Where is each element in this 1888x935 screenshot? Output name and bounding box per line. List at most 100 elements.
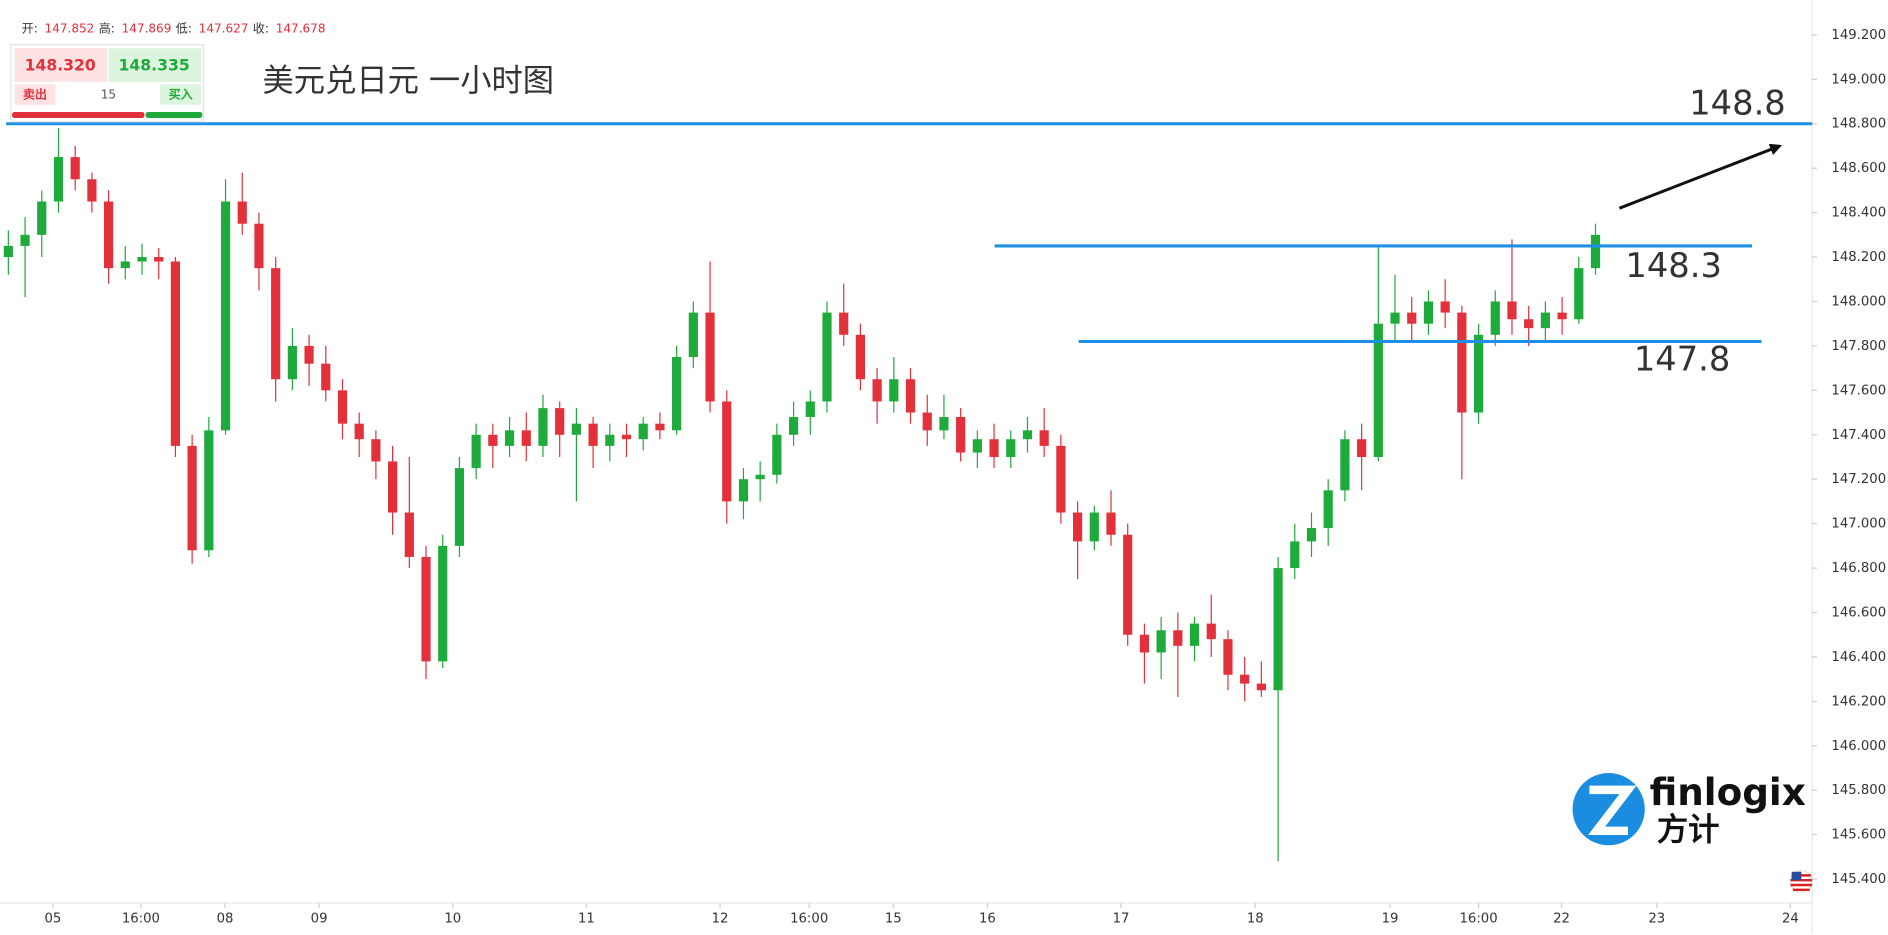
logo-brand-cn: 方计 <box>1657 811 1720 848</box>
candle-body <box>972 439 982 453</box>
x-tick-label: 12 <box>712 912 729 927</box>
candle-body <box>922 412 932 431</box>
x-tick-label: 18 <box>1247 912 1264 927</box>
sell-button[interactable] <box>14 84 56 105</box>
y-tick-label: 148.600 <box>1831 161 1886 176</box>
candle-body <box>1073 512 1083 542</box>
candle-body <box>1357 439 1367 457</box>
buy-box[interactable] <box>108 48 202 82</box>
candle-body <box>137 257 147 262</box>
y-tick-label: 147.400 <box>1831 428 1886 443</box>
y-tick-label: 148.000 <box>1831 294 1886 309</box>
candle-body <box>855 334 866 380</box>
candle-body <box>722 401 732 502</box>
trend-arrow <box>1618 143 1783 210</box>
sell-box[interactable] <box>14 48 108 82</box>
candle-body <box>1139 634 1150 653</box>
candle-body <box>638 423 648 440</box>
candle-body <box>187 445 197 551</box>
lot-size[interactable]: 15 <box>101 88 116 102</box>
close-label: 收: <box>253 21 269 35</box>
low-value: 147.627 <box>199 21 249 35</box>
buy-button[interactable] <box>160 84 202 105</box>
x-tick-label: 16 <box>979 912 996 927</box>
logo: finlogix 方计 <box>1572 770 1806 848</box>
candle-body <box>1323 490 1333 529</box>
candle-body <box>889 379 899 402</box>
y-tick-label: 147.800 <box>1831 339 1886 354</box>
y-tick-label: 147.600 <box>1831 383 1886 398</box>
candle-body <box>1290 541 1300 569</box>
candle-body <box>1156 630 1166 653</box>
candle-body <box>621 434 632 440</box>
candle-body <box>304 345 314 364</box>
x-tick-label: 16:00 <box>122 912 160 927</box>
candle-body <box>805 401 815 418</box>
candle-body <box>655 423 665 431</box>
y-tick-label: 149.200 <box>1831 28 1886 43</box>
candle-body <box>87 179 97 202</box>
y-tick-label: 145.600 <box>1831 828 1886 843</box>
x-tick-label: 11 <box>578 912 595 927</box>
candle-body <box>1440 301 1450 313</box>
candle-body <box>688 312 698 358</box>
x-tick-label: 09 <box>311 912 328 927</box>
candle-body <box>1557 312 1567 320</box>
candle-body <box>989 439 999 457</box>
candle-body <box>521 430 531 446</box>
candle-body <box>388 461 398 513</box>
candle-body <box>104 201 114 269</box>
candle-body <box>772 434 782 475</box>
candle-body <box>1256 683 1266 691</box>
candle-body <box>839 312 849 335</box>
candle-body <box>1006 439 1016 457</box>
candle-body <box>571 423 581 435</box>
low-label: 低: <box>176 21 192 35</box>
candle-body <box>354 423 364 440</box>
candle-body <box>1390 312 1400 324</box>
candle-body <box>53 157 64 202</box>
candle-body <box>3 245 13 258</box>
x-tick-label: 15 <box>885 912 902 927</box>
candle-body <box>504 430 515 446</box>
buy-price: 148.335 <box>118 56 189 75</box>
high-value: 147.869 <box>122 21 172 35</box>
candle-body <box>170 261 181 446</box>
y-tick-label: 147.200 <box>1831 472 1886 487</box>
candle-body <box>755 474 765 480</box>
candle-body <box>1407 312 1417 324</box>
candle-body <box>1490 301 1500 335</box>
level-label: 147.8 <box>1634 340 1731 379</box>
candle-body <box>1507 301 1517 320</box>
plot: 149.200 149.000 148.800 148.600 148.400 148.2… <box>3 28 1886 927</box>
candle-body <box>1373 323 1383 457</box>
sell-text[interactable]: 卖出 <box>23 87 47 102</box>
y-tick-label: 148.200 <box>1831 250 1886 265</box>
y-tick-label: 149.000 <box>1831 72 1886 87</box>
candle-body <box>1106 512 1116 535</box>
candle-body <box>471 434 481 469</box>
x-tick-label: 05 <box>44 912 61 927</box>
open-label: 开: <box>22 21 38 35</box>
trade-widget: 148.320 148.335 卖出 15 买入 <box>10 43 205 123</box>
candle-body <box>1089 512 1099 542</box>
x-tick-label: 23 <box>1648 912 1665 927</box>
candle-body <box>438 545 448 662</box>
y-tick-label: 145.400 <box>1831 872 1886 887</box>
candle-body <box>939 417 949 431</box>
candle-body <box>1590 234 1601 269</box>
candle-body <box>404 512 414 557</box>
candle-body <box>220 201 231 431</box>
y-tick-label: 146.600 <box>1831 605 1886 620</box>
high-label: 高: <box>99 20 115 35</box>
buy-text[interactable]: 买入 <box>169 88 193 102</box>
x-tick-label: 19 <box>1382 912 1399 927</box>
y-tick-label: 148.800 <box>1831 117 1886 132</box>
sell-ratio-bar <box>12 111 145 119</box>
candle-body <box>822 312 832 402</box>
candle-body <box>1457 312 1467 413</box>
candle-body <box>204 430 214 551</box>
candle-body <box>555 408 565 435</box>
